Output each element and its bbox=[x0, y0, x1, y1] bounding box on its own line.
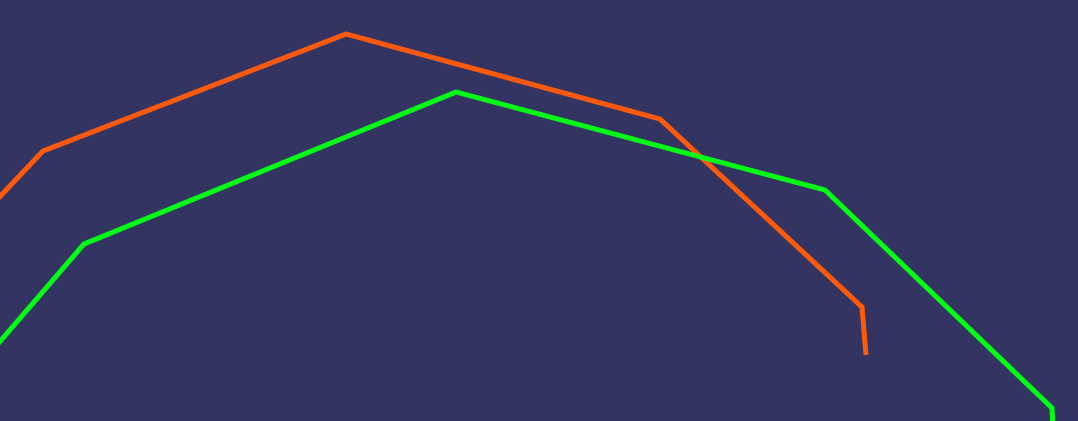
series-line-1 bbox=[0, 31, 869, 356]
series-line-2 bbox=[0, 89, 1056, 421]
series-layer bbox=[0, 31, 1056, 421]
